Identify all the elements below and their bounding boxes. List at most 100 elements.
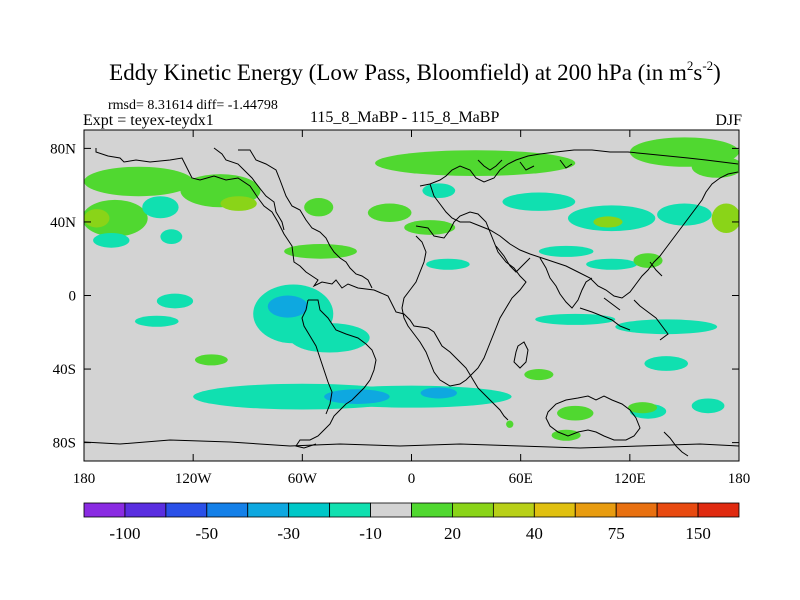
colorbar-swatch-0	[83, 502, 126, 518]
y-tick-label-1: 40N	[50, 215, 76, 231]
anomaly-region-38	[324, 389, 390, 404]
anomaly-region-29	[267, 295, 308, 318]
season-label: DJF	[715, 112, 742, 129]
coastline-maritime-asia	[579, 261, 669, 341]
anomaly-region-30	[289, 323, 370, 353]
case-label: 115_8_MaBP - 115_8_MaBP	[310, 109, 500, 126]
anomaly-region-25	[633, 253, 663, 268]
coastline-africa-europe	[401, 211, 527, 387]
y-tick-label-4: 80S	[53, 436, 76, 452]
y-tick-label-3: 40S	[53, 362, 76, 378]
anomaly-region-22	[426, 258, 470, 270]
y-tick-label-0: 80N	[50, 141, 76, 157]
colorbar: -100 -50 -30 -10 20 40 75 150	[83, 502, 740, 543]
anomaly-region-43	[628, 402, 658, 414]
colorbar-swatch-4	[247, 502, 290, 518]
colorbar-swatch-7	[370, 502, 412, 518]
anomaly-region-33	[615, 319, 718, 335]
coastline-australia	[545, 395, 641, 441]
title-superscript-1: 2	[686, 58, 694, 73]
title-superscript-2: -2	[702, 58, 714, 73]
anomaly-region-45	[506, 420, 514, 428]
colorbar-swatch-10	[492, 502, 535, 518]
x-tick-label-5: 120E	[614, 471, 646, 487]
title-end: )	[713, 60, 721, 85]
x-tick-label-3: 0	[408, 471, 416, 487]
anomaly-region-12	[304, 198, 334, 217]
chart-title: Eddy Kinetic Energy (Low Pass, Bloomfiel…	[0, 58, 800, 86]
colorbar-swatch-5	[288, 502, 331, 518]
anomaly-region-42	[691, 398, 725, 414]
coastline-madagascar	[513, 341, 529, 369]
x-tick-label-1: 120W	[175, 471, 213, 487]
coastline-arabia-india	[495, 245, 593, 309]
anomaly-region-26	[156, 293, 194, 309]
colorbar-label-0: -100	[109, 524, 140, 543]
anomaly-region-14	[422, 183, 456, 199]
y-axis: 80N 40N 0 40S 80S	[50, 141, 739, 452]
x-tick-label-0: 180	[73, 471, 96, 487]
anomaly-region-11	[160, 229, 183, 245]
coastline-antarctica	[84, 439, 739, 449]
coastline-new-zealand	[663, 431, 689, 457]
coastline-arctic-islands	[477, 159, 573, 171]
coastlines	[84, 147, 739, 457]
colorbar-swatch-9	[452, 502, 494, 518]
stats-label: rmsd= 8.31614 diff= -1.44798	[108, 98, 278, 113]
anomaly-region-8	[84, 209, 110, 228]
x-tick-label-2: 60W	[288, 471, 318, 487]
anomaly-region-40	[557, 405, 594, 421]
colorbar-swatch-1	[124, 502, 167, 518]
anomaly-region-17	[593, 216, 623, 228]
anomaly-region-23	[586, 258, 638, 270]
anomaly-region-6	[220, 196, 257, 211]
anomaly-region-7	[84, 199, 148, 237]
colorbar-swatch-6	[329, 502, 371, 518]
anomaly-region-9	[142, 196, 179, 219]
anomaly-region-24	[538, 245, 594, 257]
coastline-eurasia	[419, 149, 739, 299]
experiment-label: Expt = teyex-teydx1	[83, 112, 214, 129]
colorbar-label-5: 40	[526, 524, 543, 543]
title-main: Eddy Kinetic Energy (Low Pass, Bloomfiel…	[109, 60, 687, 85]
anomaly-region-39	[420, 387, 457, 399]
anomaly-region-21	[404, 220, 456, 235]
title-mid: s	[693, 60, 703, 85]
colorbar-label-3: -10	[359, 524, 382, 543]
y-tick-label-2: 0	[69, 289, 77, 305]
colorbar-label-7: 150	[685, 524, 711, 543]
colorbar-swatch-11	[533, 502, 576, 518]
coastline-south-america	[295, 299, 377, 449]
colorbar-swatch-12	[574, 502, 617, 518]
colorbar-swatch-3	[206, 502, 249, 518]
coastline-north-america	[95, 148, 509, 421]
colorbar-swatch-15	[697, 502, 740, 518]
colorbar-label-6: 75	[608, 524, 625, 543]
anomaly-region-15	[502, 192, 576, 211]
colorbar-label-4: 20	[444, 524, 461, 543]
anomaly-region-4	[84, 166, 194, 197]
map-plot-area: 180 120W 60W 0 60E 120E 180 80N 40N 0 40S 80S	[50, 129, 751, 487]
colorbar-swatch-13	[615, 502, 658, 518]
colorbar-swatch-14	[656, 502, 699, 518]
colorbar-swatch-2	[165, 502, 208, 518]
anomaly-region-20	[284, 244, 357, 259]
anomaly-region-27	[134, 315, 179, 327]
x-axis: 180 120W 60W 0 60E 120E 180	[73, 130, 751, 487]
anomaly-region-18	[657, 203, 712, 226]
anomaly-region-3	[691, 155, 739, 178]
anomaly-region-13	[367, 203, 412, 222]
x-tick-label-6: 180	[728, 471, 751, 487]
anomaly-region-1	[375, 150, 576, 176]
x-tick-label-4: 60E	[509, 471, 533, 487]
colorbar-swatch-8	[411, 502, 453, 518]
coastline-hudson-greenland	[213, 147, 373, 289]
anomaly-region-32	[535, 313, 616, 325]
anomaly-region-19	[711, 203, 739, 233]
anomaly-region-10	[93, 232, 130, 248]
colorbar-label-2: -30	[277, 524, 300, 543]
anomaly-region-34	[644, 356, 689, 371]
anomaly-region-31	[194, 354, 228, 366]
colorbar-label-1: -50	[195, 524, 218, 543]
